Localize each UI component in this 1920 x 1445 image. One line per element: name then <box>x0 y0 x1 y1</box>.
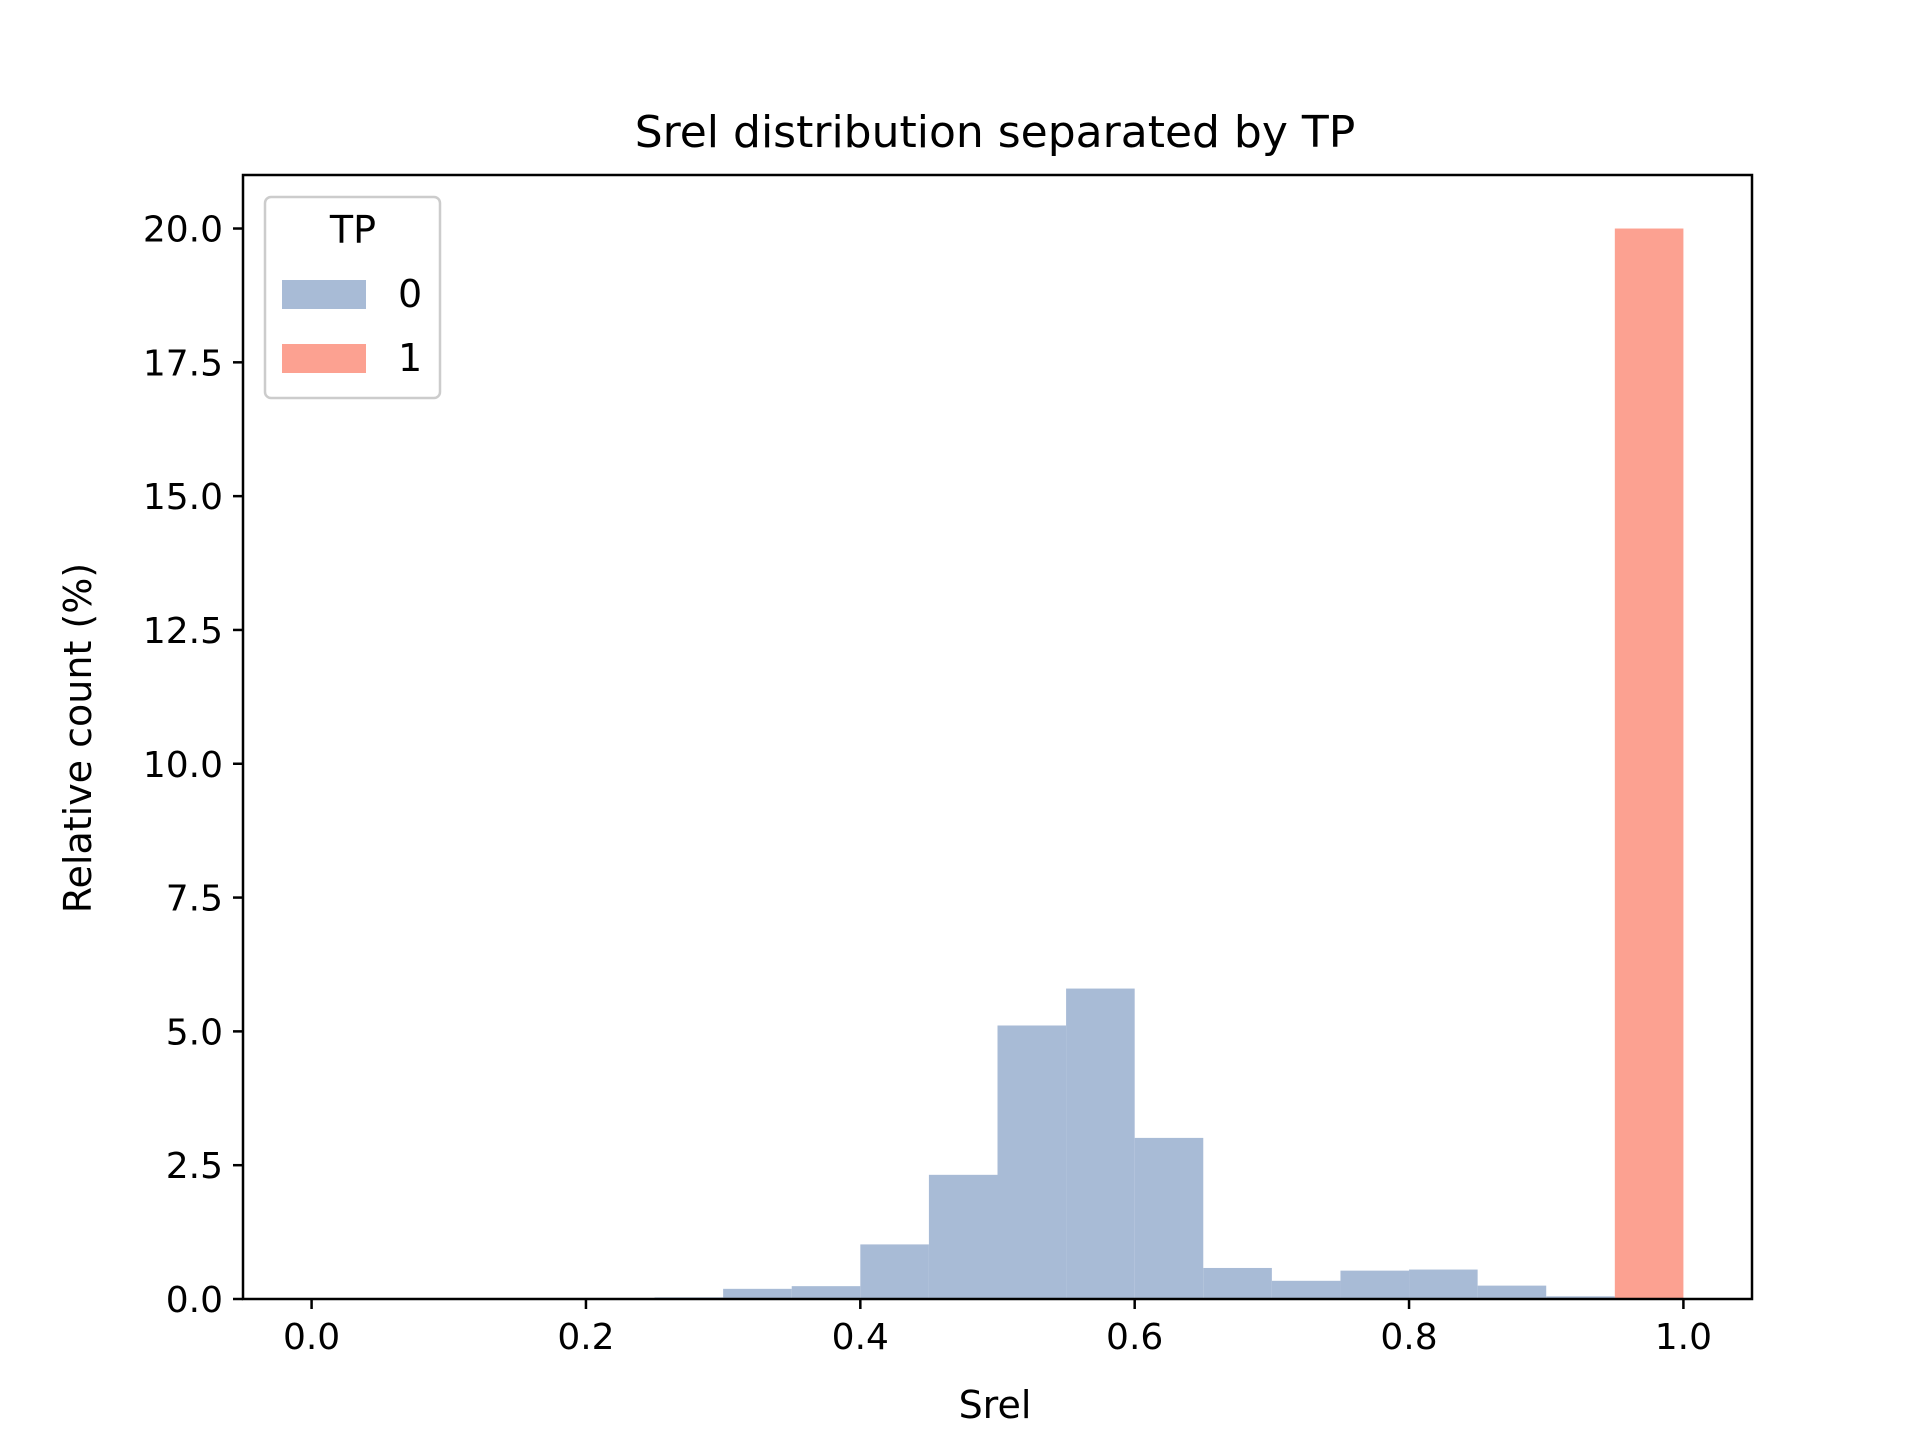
legend-swatch-series-1 <box>282 344 366 373</box>
x-tick-label: 1.0 <box>1655 1317 1712 1358</box>
x-tick-label: 0.8 <box>1380 1317 1437 1358</box>
legend: TP 0 1 <box>263 195 442 400</box>
legend-label-series-1: 1 <box>398 336 422 380</box>
bar-series-0-bin-5 <box>997 1025 1067 1299</box>
y-tick-label: 10.0 <box>143 745 223 786</box>
bar-series-1-bin-0 <box>1614 228 1684 1299</box>
y-tick-label: 20.0 <box>143 210 223 251</box>
x-tick-label: 0.2 <box>557 1317 614 1358</box>
plot-area-frame <box>241 173 1754 1301</box>
bars-layer <box>654 228 1684 1299</box>
y-axis: 0.0 2.5 5.0 7.5 10.0 12.5 15.0 17.5 20.0 <box>143 210 243 1321</box>
bar-series-0-bin-11 <box>1409 1269 1478 1299</box>
y-tick-label: 17.5 <box>143 343 223 384</box>
y-tick-label: 5.0 <box>166 1012 223 1053</box>
y-tick-label: 15.0 <box>143 477 223 518</box>
y-tick-label: 2.5 <box>166 1146 223 1187</box>
bar-series-0-bin-13 <box>1546 1296 1615 1299</box>
y-tick-label: 0.0 <box>166 1280 223 1321</box>
bar-series-0-bin-8 <box>1203 1267 1272 1299</box>
x-tick-label: 0.4 <box>832 1317 889 1358</box>
x-tick-label: 0.6 <box>1106 1317 1163 1358</box>
legend-label-series-0: 0 <box>398 272 422 316</box>
legend-title: TP <box>329 208 376 252</box>
x-axis: 0.0 0.2 0.4 0.6 0.8 1.0 <box>283 1299 1712 1358</box>
y-axis-label: Relative count (%) <box>56 563 100 913</box>
legend-swatch-series-0 <box>282 280 366 309</box>
bar-series-0-bin-3 <box>860 1244 929 1299</box>
bar-series-0-bin-1 <box>723 1288 792 1299</box>
y-tick-label: 7.5 <box>166 879 223 920</box>
x-axis-label: Srel <box>959 1383 1032 1427</box>
x-tick-label: 0.0 <box>283 1317 340 1358</box>
chart-title: Srel distribution separated by TP <box>635 107 1356 158</box>
bar-series-0-bin-9 <box>1271 1280 1341 1299</box>
bar-series-0-bin-4 <box>928 1174 998 1299</box>
bar-series-0-bin-7 <box>1134 1137 1204 1299</box>
bar-series-0-bin-12 <box>1477 1285 1547 1299</box>
bar-series-0-bin-6 <box>1066 988 1135 1299</box>
bar-series-0-bin-10 <box>1340 1270 1410 1299</box>
bar-series-0-bin-2 <box>791 1286 861 1299</box>
y-tick-label: 12.5 <box>143 611 223 652</box>
